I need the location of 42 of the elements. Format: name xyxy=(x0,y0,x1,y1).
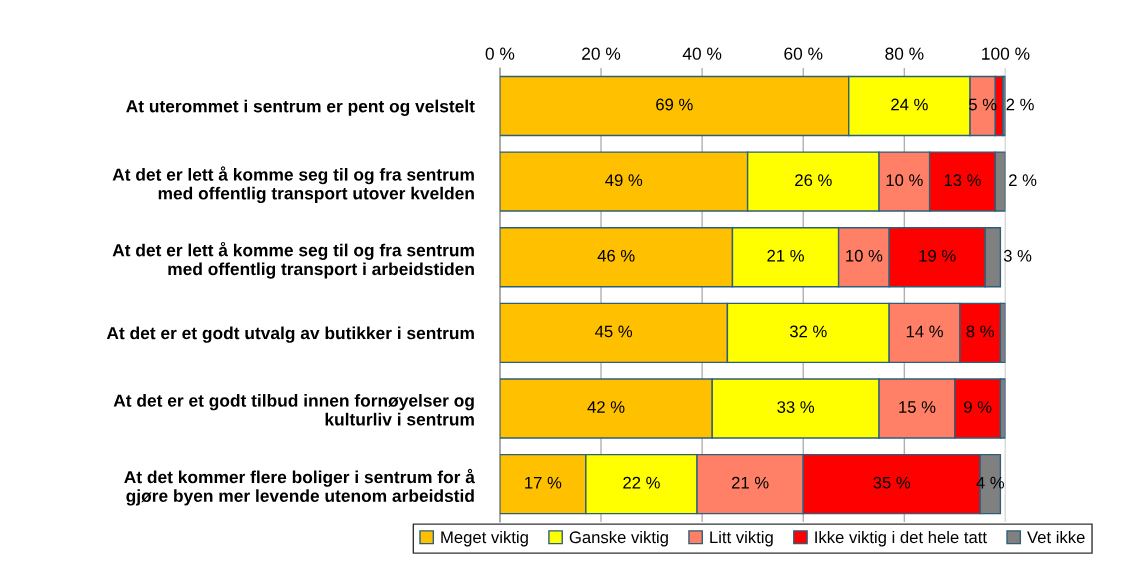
legend-label: Ikke viktig i det hele tatt xyxy=(815,530,987,547)
data-label: 8 % xyxy=(966,325,994,338)
x-tick-label: 100 % xyxy=(982,47,1030,60)
data-label: 13 % xyxy=(944,174,981,187)
legend-label: Litt viktig xyxy=(710,530,773,547)
data-label: 42 % xyxy=(587,401,625,413)
data-label: 14 % xyxy=(906,325,943,338)
legend-label: Ganske viktig xyxy=(569,530,668,547)
data-label: 17 % xyxy=(525,476,562,489)
y-tick-label: At det kommer flere boliger i sentrum for å gjøre byen mer levende utenom arbeidstid xyxy=(124,468,475,506)
data-label: 21 % xyxy=(767,249,804,262)
x-tick-label: 60 % xyxy=(784,47,823,60)
x-tick-label: 80 % xyxy=(885,47,924,60)
data-label: 3 % xyxy=(1003,249,1032,262)
data-label: 19 % xyxy=(919,249,956,262)
data-label: 22 % xyxy=(623,476,660,489)
data-label: 45 % xyxy=(595,325,633,338)
y-tick-label: At det er lett å komme seg til og fra sentrum med offentlig transport utover kvelden xyxy=(112,166,474,204)
data-label: 32 % xyxy=(789,325,827,338)
data-label: 35 % xyxy=(873,476,911,489)
data-label: 46 % xyxy=(597,249,635,262)
x-tick-label: 0 % xyxy=(485,47,515,60)
y-tick-label: At uterommet i sentrum er pent og velstelt xyxy=(126,99,475,116)
data-label: 33 % xyxy=(777,401,815,413)
data-label: 10 % xyxy=(886,174,923,187)
data-label: 2 % xyxy=(1009,174,1037,186)
y-tick-label: At det er et godt utvalg av butikker i sentrum xyxy=(106,326,474,343)
legend-label: Meget viktig xyxy=(441,530,528,547)
data-label: 24 % xyxy=(891,98,928,111)
y-tick-label: At det er lett å komme seg til og fra sentrum med offentlig transport i arbeidstiden xyxy=(112,241,474,279)
data-label: 69 % xyxy=(656,98,693,111)
legend-label: Vet ikke xyxy=(1027,530,1085,544)
x-tick-label: 40 % xyxy=(682,47,722,60)
y-tick-label: At det er et godt tilbud innen fornøyelser og kulturliv i sentrum xyxy=(113,394,474,426)
data-label: 26 % xyxy=(795,174,832,187)
data-label: 2 % xyxy=(1006,98,1034,111)
data-label: 9 % xyxy=(964,401,992,413)
data-label: 21 % xyxy=(732,476,769,489)
data-label: 10 % xyxy=(846,249,883,262)
x-tick-label: 20 % xyxy=(582,47,621,60)
data-label: 49 % xyxy=(605,174,643,187)
data-label: 15 % xyxy=(899,401,936,413)
